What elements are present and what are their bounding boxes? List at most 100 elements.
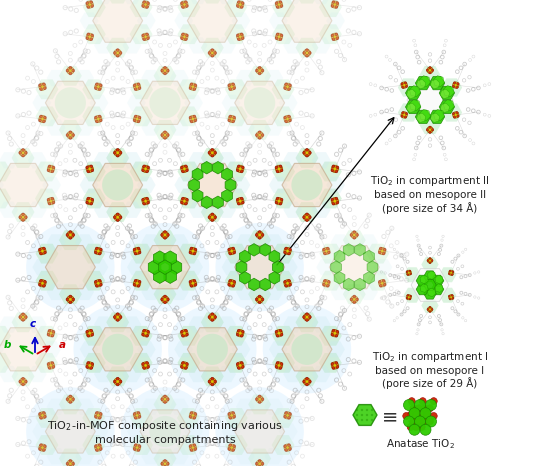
Circle shape [326,247,329,250]
Circle shape [238,38,240,41]
Polygon shape [83,24,106,44]
Circle shape [39,412,41,415]
Polygon shape [282,164,332,206]
Polygon shape [106,0,129,4]
Circle shape [193,279,196,282]
Circle shape [161,231,169,239]
Polygon shape [405,100,421,114]
Circle shape [146,33,148,36]
Polygon shape [12,366,35,386]
Circle shape [407,274,409,275]
Polygon shape [177,106,200,126]
Polygon shape [75,398,94,415]
Circle shape [258,465,261,466]
Circle shape [335,6,338,8]
Circle shape [278,35,280,38]
Circle shape [403,84,405,86]
Circle shape [429,260,431,261]
Polygon shape [319,326,342,346]
Circle shape [42,449,45,452]
Circle shape [303,213,311,221]
Circle shape [208,378,216,385]
Circle shape [323,252,326,255]
Circle shape [233,281,235,283]
Circle shape [180,37,183,40]
Polygon shape [312,37,331,54]
Circle shape [89,332,91,335]
Polygon shape [178,326,200,346]
Polygon shape [420,110,431,121]
Circle shape [86,198,94,205]
Circle shape [332,329,335,332]
Circle shape [116,154,119,157]
Polygon shape [265,70,283,86]
Polygon shape [433,75,444,87]
Circle shape [322,283,326,286]
Circle shape [405,85,408,88]
Polygon shape [224,353,247,373]
Circle shape [24,151,28,154]
Polygon shape [140,410,190,453]
Circle shape [97,117,100,120]
Circle shape [102,334,133,365]
Circle shape [142,366,146,370]
Circle shape [163,66,167,69]
Circle shape [361,409,363,411]
Circle shape [193,88,196,91]
Polygon shape [398,103,419,122]
Polygon shape [236,448,255,464]
Circle shape [335,334,338,337]
Polygon shape [35,162,58,181]
Circle shape [163,134,167,137]
Circle shape [278,167,280,171]
Circle shape [303,314,311,321]
Circle shape [142,38,146,41]
Circle shape [303,49,311,56]
Polygon shape [184,424,203,439]
Polygon shape [222,168,233,180]
Polygon shape [106,312,129,332]
Polygon shape [36,244,58,264]
Circle shape [236,363,239,365]
Circle shape [305,154,309,157]
Circle shape [69,131,72,134]
Circle shape [142,198,149,205]
Circle shape [87,197,90,200]
Circle shape [69,301,72,304]
Circle shape [47,329,54,337]
Polygon shape [83,162,106,181]
Circle shape [333,332,337,335]
Circle shape [336,365,339,368]
Circle shape [134,279,137,282]
Circle shape [185,34,188,37]
Circle shape [134,88,137,91]
Circle shape [42,83,45,86]
Circle shape [90,202,92,205]
Circle shape [258,134,261,137]
Circle shape [67,131,74,139]
Circle shape [194,412,197,415]
Circle shape [181,198,188,205]
Polygon shape [222,259,240,275]
Circle shape [280,198,283,201]
Polygon shape [130,271,153,291]
Circle shape [100,283,102,286]
Circle shape [147,365,150,368]
Circle shape [255,134,258,137]
Circle shape [305,313,309,315]
Text: TiO$_2$ in compartment I
based on mesopore I
(pore size of 29 Å): TiO$_2$ in compartment I based on mesopo… [372,350,488,390]
Polygon shape [0,316,18,333]
Polygon shape [260,244,271,256]
Circle shape [325,282,328,285]
Polygon shape [424,280,436,290]
Circle shape [255,233,258,236]
Circle shape [89,3,91,6]
Polygon shape [47,448,65,464]
Circle shape [453,116,456,118]
Circle shape [51,334,54,337]
Circle shape [147,201,150,204]
Circle shape [258,231,261,233]
Circle shape [95,87,97,89]
Polygon shape [272,408,294,428]
Circle shape [232,120,235,123]
